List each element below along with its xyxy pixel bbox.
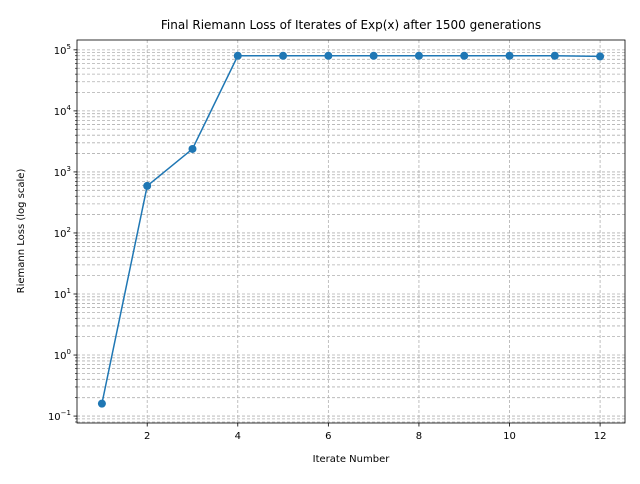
y-tick-label: 100	[54, 348, 71, 362]
y-tick-label: 103	[54, 165, 71, 179]
y-tick-exponent: −1	[61, 409, 71, 417]
y-tick-base: 10	[54, 168, 67, 179]
marker	[460, 51, 469, 60]
plot-frame	[76, 39, 626, 424]
marker	[188, 144, 197, 153]
y-tick-label: 105	[54, 43, 71, 57]
x-tick-label: 8	[416, 431, 422, 442]
y-tick-base: 10	[54, 107, 67, 118]
y-tick-label: 10−1	[48, 409, 71, 423]
line	[101, 55, 601, 404]
y-tick-exponent: 5	[67, 43, 71, 51]
y-tick-label: 101	[54, 287, 71, 301]
x-tick-label: 6	[325, 431, 331, 442]
marker	[143, 181, 152, 190]
y-tick-label: 102	[54, 226, 71, 240]
y-axis-label: Riemann Loss (log scale)	[16, 169, 27, 294]
y-tick-exponent: 3	[67, 165, 71, 173]
y-tick-exponent: 1	[67, 287, 71, 295]
y-tick-exponent: 4	[67, 104, 72, 112]
marker	[233, 51, 242, 60]
x-axis-label: Iterate Number	[313, 454, 391, 465]
y-tick-base: 10	[48, 412, 61, 423]
marker	[550, 51, 559, 60]
marker	[97, 399, 106, 408]
y-tick-base: 10	[54, 290, 67, 301]
y-tick-label: 104	[54, 104, 72, 118]
marker	[369, 51, 378, 60]
y-tick-base: 10	[54, 351, 67, 362]
x-tick-label: 2	[144, 431, 150, 442]
y-tick-base: 10	[54, 229, 67, 240]
x-tick-label: 4	[235, 431, 241, 442]
chart-title: Final Riemann Loss of Iterates of Exp(x)…	[161, 18, 541, 32]
marker	[596, 52, 605, 61]
marker	[505, 51, 514, 60]
x-tick-label: 10	[503, 431, 516, 442]
y-tick-exponent: 0	[67, 348, 71, 356]
marker	[324, 51, 333, 60]
marker	[414, 51, 423, 60]
marker	[279, 51, 288, 60]
x-tick-label: 12	[594, 431, 607, 442]
y-tick-base: 10	[54, 46, 67, 57]
y-tick-exponent: 2	[67, 226, 71, 234]
